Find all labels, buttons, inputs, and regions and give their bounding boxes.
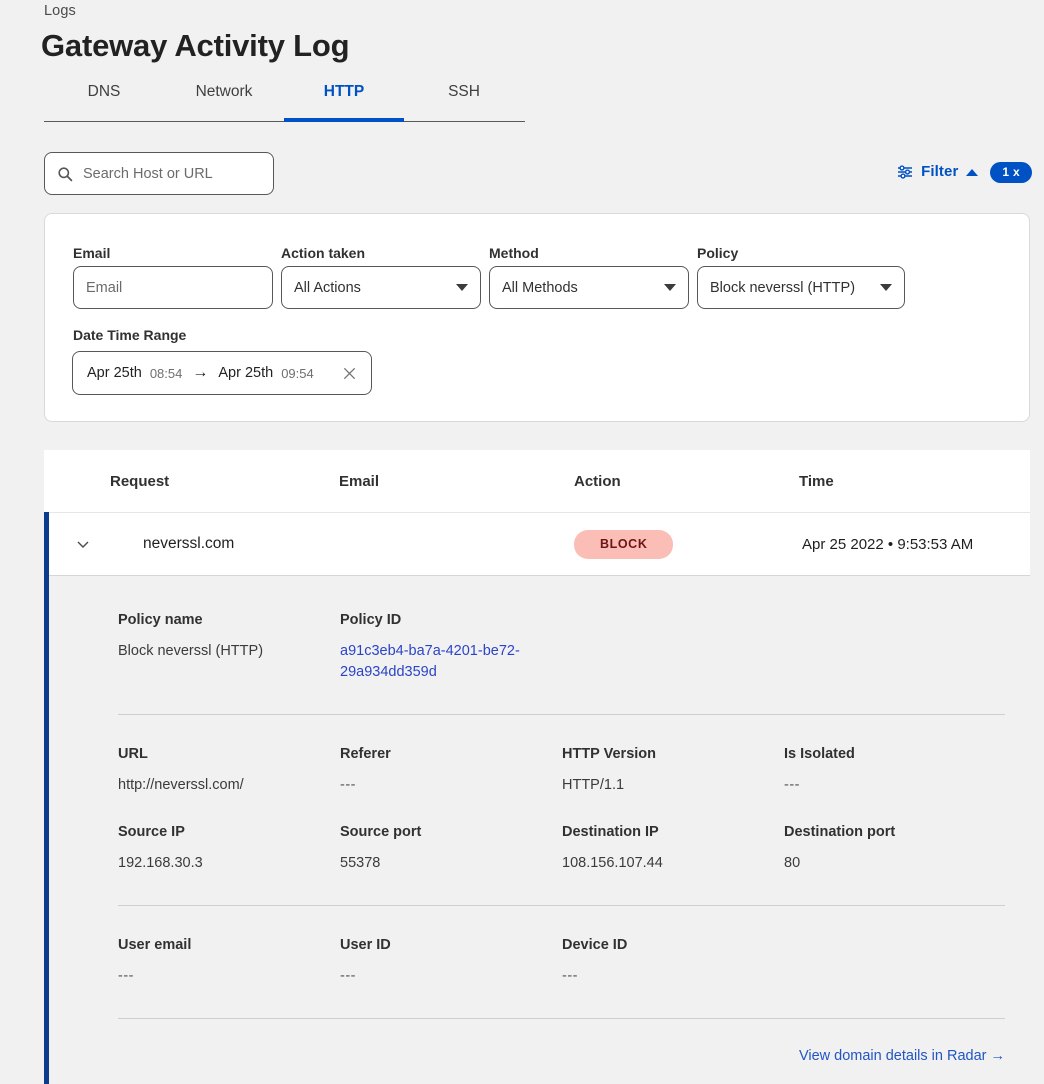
column-header-request[interactable]: Request [110, 472, 170, 490]
breadcrumb[interactable]: Logs [44, 3, 76, 19]
status-badge: BLOCK [574, 529, 674, 559]
action-filter-label: Action taken [281, 245, 366, 261]
close-icon[interactable] [342, 366, 357, 381]
destination-ip-label: Destination IP [562, 824, 659, 841]
page-title: Gateway Activity Log [41, 28, 350, 63]
date-range-start-date[interactable]: Apr 25th [87, 365, 142, 381]
chevron-down-icon [880, 284, 892, 291]
search-icon [58, 166, 73, 181]
policy-id-link[interactable]: a91c3eb4-ba7a-4201-be72-29a934dd359d [340, 643, 520, 681]
user-id-value: --- [340, 968, 356, 985]
column-header-action[interactable]: Action [574, 472, 621, 490]
device-id-label: Device ID [562, 937, 628, 954]
row-action-cell: BLOCK [574, 529, 674, 559]
is-isolated-value: --- [784, 777, 800, 794]
is-isolated-label: Is Isolated [784, 746, 855, 763]
view-domain-details-radar-link[interactable]: View domain details in Radar → [798, 1048, 1005, 1065]
source-port-label: Source port [340, 824, 422, 841]
device-id-value: --- [562, 968, 578, 985]
active-filter-count-badge[interactable]: 1 x [990, 162, 1032, 183]
detail-group-request: URL http://neverssl.com/ Referer --- HTT… [118, 746, 1005, 874]
user-email-label: User email [118, 937, 192, 954]
search-box[interactable] [44, 152, 274, 195]
column-header-time[interactable]: Time [799, 472, 834, 490]
date-range-end-time[interactable]: 09:54 [281, 365, 314, 381]
action-filter-select[interactable]: All Actions [281, 266, 481, 309]
tab-http[interactable]: HTTP [284, 78, 404, 122]
detail-group-identity: User email --- User ID --- Device ID --- [118, 937, 1005, 987]
action-filter-value: All Actions [294, 279, 361, 296]
source-port-value: 55378 [340, 855, 381, 872]
row-accent-bar [44, 512, 49, 576]
policy-filter-label: Policy [697, 245, 739, 261]
policy-filter-select[interactable]: Block neverssl (HTTP) [697, 266, 905, 309]
arrow-right-icon: → [192, 364, 209, 381]
policy-id-label: Policy ID [340, 612, 402, 628]
policy-name-label: Policy name [118, 612, 203, 628]
tab-ssh[interactable]: SSH [448, 83, 480, 100]
chevron-down-icon [456, 284, 468, 291]
http-version-label: HTTP Version [562, 746, 657, 763]
table-header-row: Request Email Action Time [44, 450, 1030, 512]
detail-divider [118, 1018, 1005, 1020]
table-row[interactable]: neverssl.com BLOCK Apr 25 2022 • 9:53:53… [44, 512, 1030, 576]
sliders-icon [898, 164, 913, 179]
date-range-start-time[interactable]: 08:54 [149, 365, 183, 381]
email-filter-input[interactable] [86, 279, 260, 296]
destination-port-value: 80 [784, 855, 801, 872]
detail-accent-bar [44, 576, 49, 1084]
filter-label: Filter [921, 163, 959, 180]
tab-network[interactable]: Network [195, 83, 253, 100]
method-filter-label: Method [489, 245, 539, 261]
results-table: Request Email Action Time neverssl.com B… [44, 450, 1030, 1084]
column-header-email[interactable]: Email [339, 472, 380, 490]
email-filter-label: Email [73, 245, 111, 261]
date-range-label: Date Time Range [73, 327, 187, 343]
chevron-down-icon [664, 284, 676, 291]
email-filter-field[interactable] [73, 266, 273, 309]
gateway-activity-log-page: Logs Gateway Activity Log DNS Network HT… [41, 3, 1032, 1084]
chevron-down-icon [77, 541, 89, 548]
date-range-end-date[interactable]: Apr 25th [218, 365, 274, 381]
source-ip-value: 192.168.30.3 [118, 855, 203, 872]
user-id-label: User ID [340, 937, 391, 954]
destination-port-label: Destination port [784, 824, 896, 841]
source-ip-label: Source IP [118, 824, 185, 841]
date-time-range-field[interactable]: Apr 25th 08:54 → Apr 25th 09:54 [72, 351, 372, 395]
url-value: http://neverssl.com/ [118, 777, 244, 794]
chevron-up-icon [966, 168, 979, 176]
method-filter-value: All Methods [502, 279, 578, 296]
http-version-value: HTTP/1.1 [562, 777, 625, 794]
url-label: URL [118, 746, 148, 763]
referer-label: Referer [340, 746, 391, 763]
row-detail-panel: Policy name Block neverssl (HTTP) Policy… [44, 576, 1030, 1084]
detail-divider [118, 714, 1005, 716]
tab-dns[interactable]: DNS [87, 83, 121, 100]
referer-value: --- [340, 777, 356, 794]
detail-group-policy: Policy name Block neverssl (HTTP) Policy… [118, 612, 1005, 683]
user-email-value: --- [118, 968, 134, 985]
filter-toggle-button[interactable]: Filter 1 x [897, 160, 1032, 183]
row-request-value: neverssl.com [143, 535, 235, 552]
expand-row-toggle[interactable] [74, 535, 92, 553]
row-time-value: Apr 25 2022 • 9:53:53 AM [802, 535, 974, 553]
policy-name-value: Block neverssl (HTTP) [118, 643, 264, 659]
policy-filter-value: Block neverssl (HTTP) [710, 279, 856, 296]
log-type-tabs: DNS Network HTTP SSH [44, 78, 525, 122]
method-filter-select[interactable]: All Methods [489, 266, 689, 309]
destination-ip-value: 108.156.107.44 [562, 855, 663, 872]
search-input[interactable] [83, 165, 263, 182]
detail-divider [118, 905, 1005, 907]
